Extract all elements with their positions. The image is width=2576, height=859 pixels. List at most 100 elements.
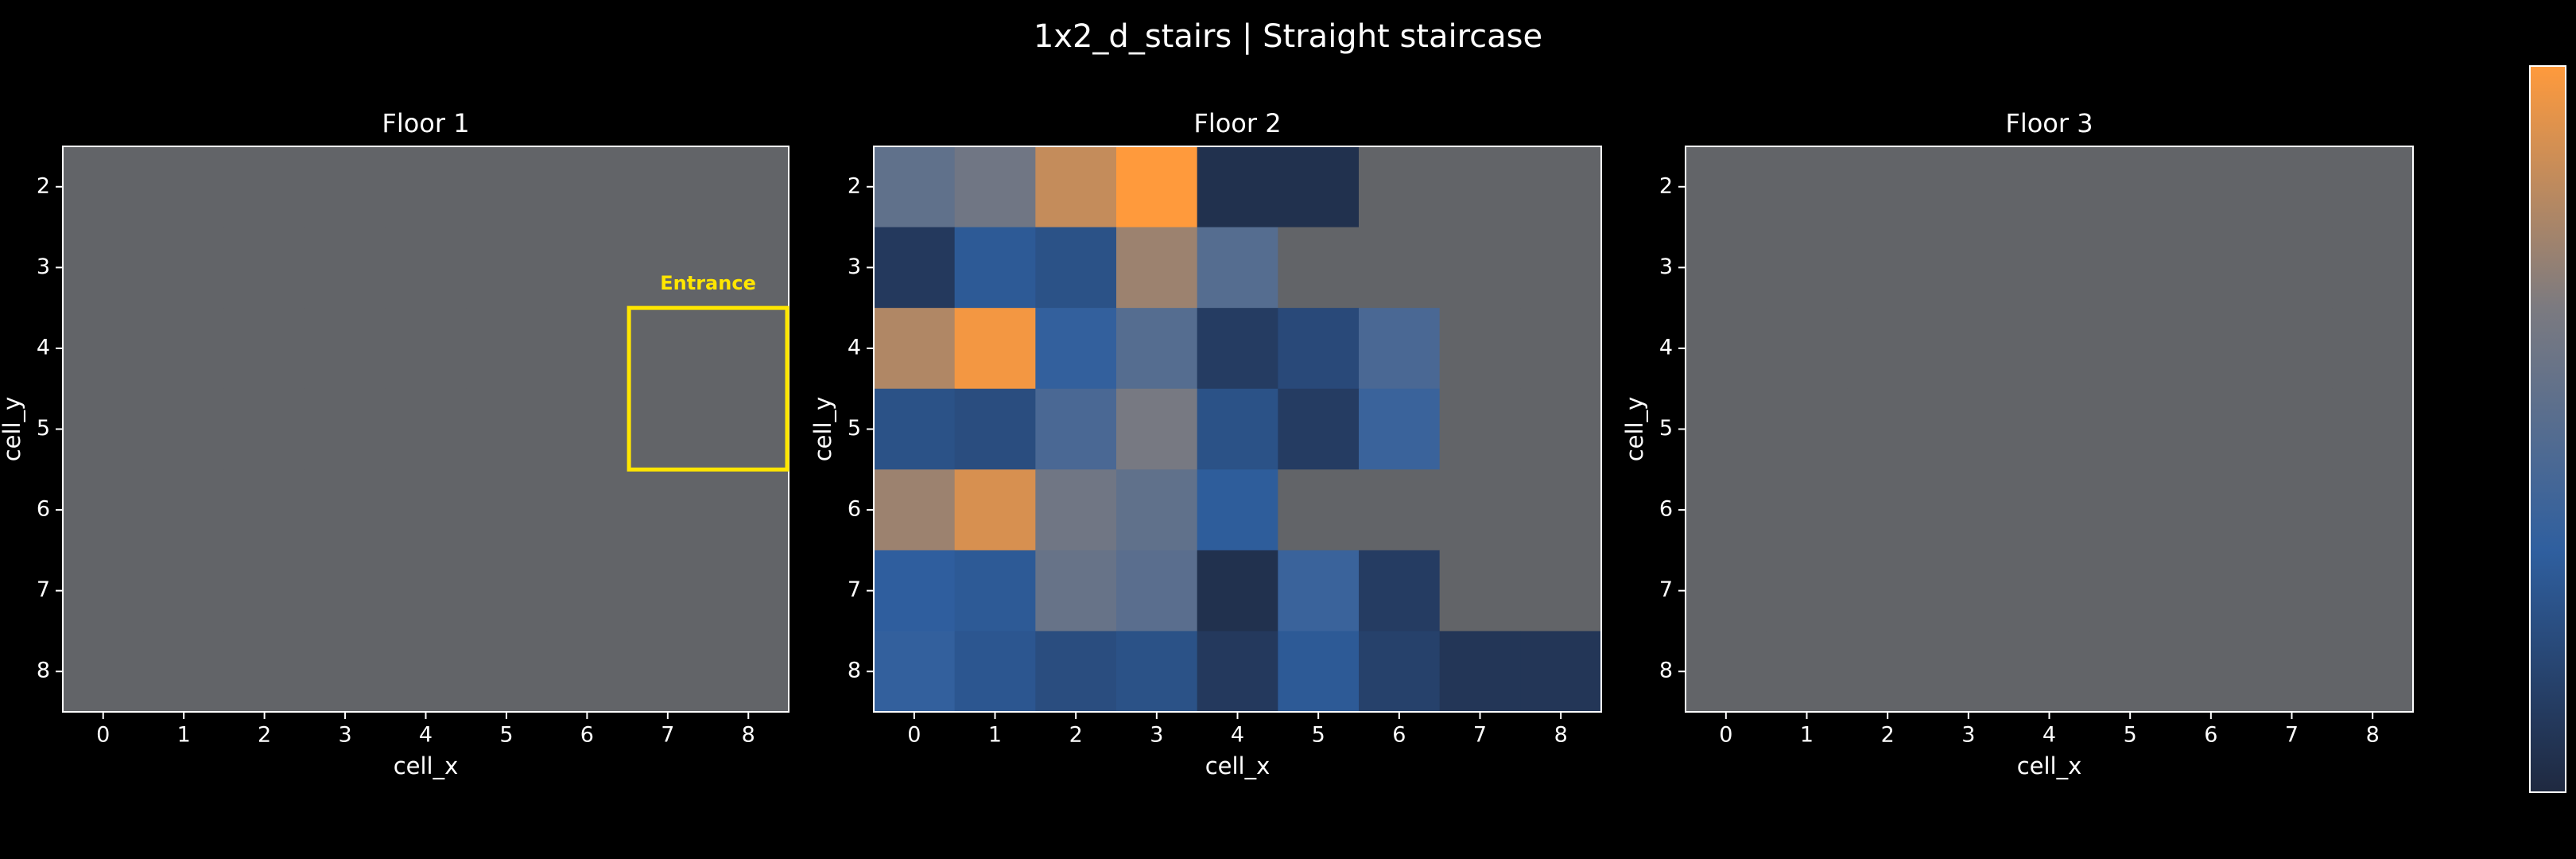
heatmap-cell	[2089, 227, 2171, 309]
x-tick-label: 2	[1881, 723, 1895, 748]
x-tick-label: 7	[2285, 723, 2299, 748]
heatmap-cell	[1359, 227, 1441, 309]
heatmap-cell	[143, 550, 225, 632]
heatmap-cell	[2008, 631, 2090, 713]
heatmap-cell	[954, 146, 1036, 228]
heatmap-cell	[1197, 550, 1278, 632]
heatmap-cell	[1928, 550, 2010, 632]
x-tick-label: 5	[499, 723, 513, 748]
heatmap-cell	[63, 469, 144, 551]
heatmap-cell	[2008, 146, 2090, 228]
heatmap-cell	[1686, 469, 1767, 551]
heatmap-cell	[954, 227, 1036, 309]
heatmap-cell	[1686, 631, 1767, 713]
heatmap-cell	[305, 388, 386, 470]
heatmap-cell	[874, 469, 956, 551]
heatmap-cell	[1439, 631, 1521, 713]
heatmap-cell	[1766, 146, 1848, 228]
heatmap-cell	[385, 550, 467, 632]
x-tick-label: 0	[96, 723, 110, 748]
heatmap-cell	[708, 388, 789, 470]
y-tick-label: 4	[1659, 335, 1673, 360]
y-tick-label: 3	[1659, 255, 1673, 279]
heatmap-cell	[1520, 469, 1602, 551]
heatmap-cell	[2251, 146, 2333, 228]
heatmap-cell	[1035, 631, 1117, 713]
y-tick-label: 8	[1659, 659, 1673, 683]
heatmap-cell	[1359, 146, 1441, 228]
y-tick-label: 7	[848, 577, 861, 602]
y-tick-label: 8	[37, 659, 50, 683]
heatmap-cell	[1116, 227, 1198, 309]
heatmap-cell	[1359, 631, 1441, 713]
heatmap-cell	[385, 308, 467, 390]
heatmap-cell	[1928, 388, 2010, 470]
heatmap-cell	[466, 550, 548, 632]
heatmap-cell	[2251, 469, 2333, 551]
y-tick-label: 5	[1659, 416, 1673, 441]
heatmap-cell	[1766, 308, 1848, 390]
x-tick-label: 8	[1554, 723, 1568, 748]
x-tick-label: 0	[1719, 723, 1732, 748]
heatmap-cell	[546, 550, 628, 632]
heatmap-cell	[1847, 388, 1929, 470]
heatmap-cell	[546, 469, 628, 551]
heatmap-cell	[954, 308, 1036, 390]
heatmap-cell	[2008, 227, 2090, 309]
heatmap-cell	[143, 469, 225, 551]
heatmap-cell	[546, 388, 628, 470]
heatmap-cell	[385, 146, 467, 228]
heatmap-cell	[954, 388, 1036, 470]
heatmap-cell	[1359, 550, 1441, 632]
heatmap-cell	[1439, 469, 1521, 551]
heatmap-cell	[143, 227, 225, 309]
x-tick-label: 3	[338, 723, 351, 748]
heatmap-cell	[1116, 388, 1198, 470]
heatmap-cell	[1035, 308, 1117, 390]
heatmap-cell	[1197, 146, 1278, 228]
panel-title: Floor 3	[2005, 108, 2093, 138]
heatmap-cell	[546, 308, 628, 390]
colorbar	[2529, 65, 2566, 793]
heatmap-cell	[1766, 469, 1848, 551]
heatmap-cell	[1928, 469, 2010, 551]
y-tick-label: 7	[37, 577, 50, 602]
heatmap-cell	[1847, 308, 1929, 390]
heatmap-cell	[1035, 146, 1117, 228]
heatmap-cell	[2171, 146, 2252, 228]
heatmap-cell	[1847, 227, 1929, 309]
heatmap-cell	[466, 469, 548, 551]
heatmap-cell	[1035, 550, 1117, 632]
heatmap-cell	[2251, 388, 2333, 470]
heatmap-cell	[1278, 550, 1360, 632]
heatmap-cell	[1439, 308, 1521, 390]
heatmap-cell	[1847, 469, 1929, 551]
heatmap-cell	[143, 388, 225, 470]
heatmap-cell	[874, 631, 956, 713]
x-tick-label: 1	[177, 723, 191, 748]
heatmap-cell	[708, 631, 789, 713]
heatmap-cell	[1766, 227, 1848, 309]
heatmap-cell	[1686, 146, 1767, 228]
heatmap-cell	[2171, 469, 2252, 551]
x-axis-label: cell_x	[394, 752, 459, 779]
x-tick-label: 8	[2366, 723, 2380, 748]
heatmap-cell	[466, 308, 548, 390]
x-tick-label: 1	[988, 723, 1002, 748]
heatmap-cell	[63, 388, 144, 470]
heatmap-cell	[2089, 631, 2171, 713]
heatmap-cell	[627, 308, 709, 390]
x-tick-label: 6	[1392, 723, 1406, 748]
heatmap-cell	[385, 227, 467, 309]
x-tick-label: 7	[1473, 723, 1487, 748]
heatmap-cell	[466, 388, 548, 470]
heatmap-cell	[1197, 631, 1278, 713]
heatmap-cell	[1359, 388, 1441, 470]
x-tick-label: 6	[580, 723, 594, 748]
y-tick-label: 2	[37, 173, 50, 198]
y-tick-label: 5	[37, 416, 50, 441]
y-tick-label: 5	[848, 416, 861, 441]
heatmap-cell	[546, 631, 628, 713]
heatmap-cell	[1520, 146, 1602, 228]
heatmap-cell	[1928, 308, 2010, 390]
